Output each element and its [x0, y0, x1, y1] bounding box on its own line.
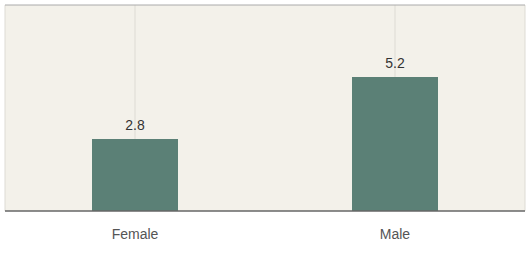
svg-text:5.2: 5.2	[385, 55, 405, 71]
svg-text:Male: Male	[380, 226, 411, 242]
svg-text:2.8: 2.8	[125, 117, 145, 133]
svg-text:Female: Female	[112, 226, 159, 242]
